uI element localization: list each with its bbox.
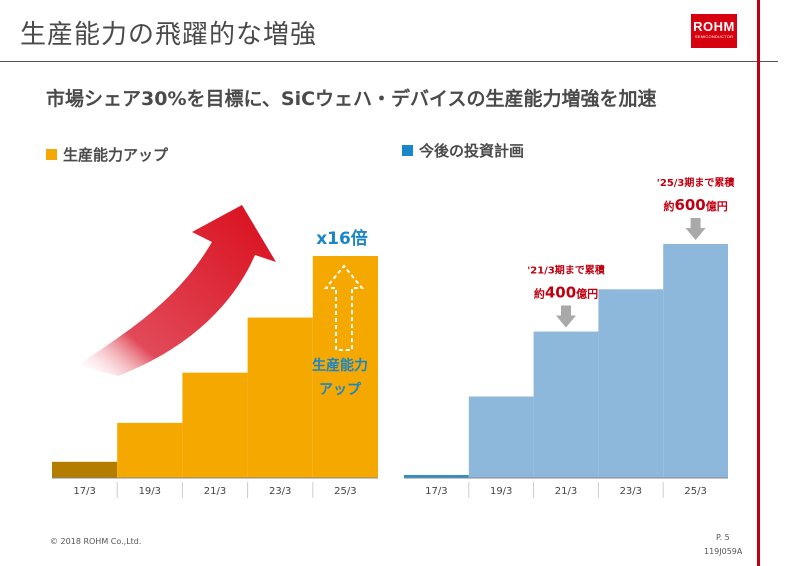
document-id: 119J059A <box>704 547 743 556</box>
capacity-bar-19-3 <box>117 422 183 478</box>
footer-copyright: © 2018 ROHM Co.,Ltd. <box>50 537 142 546</box>
slide-subtitle: 市場シェア30%を目標に、SiCウェハ・デバイスの生産能力増強を加速 <box>46 88 657 110</box>
capacity-tick-label: 21/3 <box>204 486 226 497</box>
investment-bar-19-3 <box>468 396 534 478</box>
investment-tick-label: 19/3 <box>490 486 512 497</box>
blue-square-icon <box>402 145 413 156</box>
investment-tick-label: 23/3 <box>620 486 642 497</box>
capacity-section-heading: 生産能力アップ <box>46 144 168 165</box>
logo-main-text: ROHM <box>693 19 735 34</box>
capacity-section-title: 生産能力アップ <box>63 146 169 164</box>
capacity-up-label-line1: 生産能力 <box>312 357 368 374</box>
orange-square-icon <box>46 149 57 160</box>
investment-section-heading: 今後の投資計画 <box>402 140 524 161</box>
title-divider <box>0 61 778 62</box>
cumulative-period-label: '21/3期まで累積 <box>527 264 606 277</box>
gray-down-arrow-icon <box>685 218 706 240</box>
investment-tick-label: 25/3 <box>684 486 706 497</box>
investment-bar-25-3 <box>663 244 728 478</box>
investment-tick-label: 21/3 <box>555 486 577 497</box>
capacity-chart: 17/3 19/3 21/3 23/3 25/3 x16倍 生産能力 アップ <box>52 205 378 498</box>
logo-sub-text: SEMICONDUCTOR <box>694 34 734 39</box>
investment-tick-label: 17/3 <box>425 486 447 497</box>
investment-bar-17-3 <box>404 474 469 478</box>
capacity-tick-label: 19/3 <box>139 486 161 497</box>
capacity-up-label-line2: アップ <box>319 382 362 398</box>
capacity-bar-25-3 <box>312 256 378 478</box>
right-accent-bar <box>757 0 760 566</box>
dashed-up-arrow-icon <box>323 264 365 351</box>
multiplier-label: x16倍 <box>316 228 368 249</box>
investment-section-title: 今後の投資計画 <box>419 142 525 160</box>
rohm-logo: ROHM SEMICONDUCTOR <box>691 14 737 48</box>
page-title: 生産能力の飛躍的な増強 <box>20 20 318 50</box>
investment-bar-23-3 <box>598 289 664 478</box>
capacity-tick-label: 17/3 <box>73 486 95 497</box>
capacity-bar-17-3 <box>52 461 118 478</box>
capacity-bar-23-3 <box>247 317 313 478</box>
cumulative-period-label: '25/3期まで累積 <box>657 176 736 189</box>
capacity-tick-label: 25/3 <box>334 486 356 497</box>
page-number: P. 5 <box>716 533 730 542</box>
cumulative-amount-label: 約400億円 <box>534 284 598 302</box>
investment-bar-21-3 <box>533 331 599 478</box>
cumulative-amount-label: 約600億円 <box>663 196 727 214</box>
growth-arrow-icon <box>78 205 276 376</box>
capacity-tick-label: 23/3 <box>269 486 291 497</box>
capacity-bar-21-3 <box>182 372 248 478</box>
gray-down-arrow-icon <box>556 305 576 328</box>
